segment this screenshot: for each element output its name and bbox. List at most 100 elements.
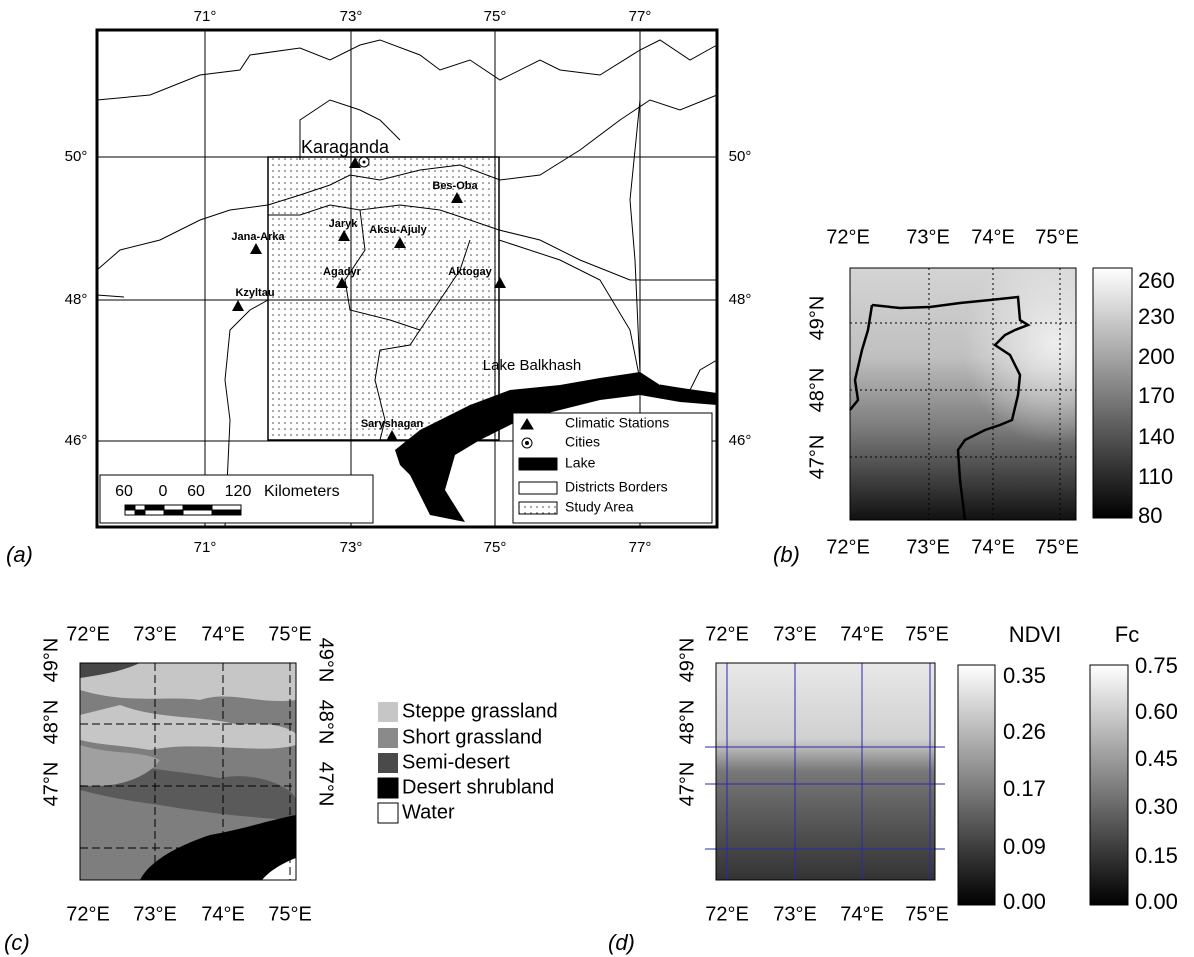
place-label: Kzyltau — [235, 287, 274, 299]
shape — [299, 99, 401, 160]
lon-label: 73° — [340, 539, 363, 556]
shape — [518, 501, 558, 515]
shape — [629, 99, 641, 373]
shape — [494, 277, 506, 288]
lon-label: 77° — [629, 8, 652, 25]
colorbar-title: Fc — [1115, 622, 1139, 647]
scale-label: 60 — [187, 483, 205, 500]
lon-label: 74°E — [971, 226, 1015, 248]
shape — [377, 802, 399, 824]
place-label: Aktogay — [448, 266, 492, 278]
lon-label: 77° — [629, 539, 652, 556]
panel-a — [95, 28, 719, 529]
city — [358, 156, 370, 168]
scale-label: 120 — [225, 483, 252, 500]
place-label: Saryshagan — [361, 418, 424, 430]
colorbar-label: 0.15 — [1135, 843, 1178, 868]
legend-label: Semi-desert — [402, 751, 510, 773]
graticule — [705, 663, 945, 880]
colorbar-label: 260 — [1138, 268, 1175, 293]
colorbar-label: 0.60 — [1135, 699, 1178, 724]
lon-label: 71° — [194, 539, 217, 556]
shape — [336, 277, 348, 288]
lat-label: 47°N — [676, 762, 698, 807]
colorbar-label: 0.09 — [1003, 834, 1046, 859]
shape — [80, 663, 140, 678]
shape — [518, 481, 558, 495]
shape — [498, 239, 641, 381]
shape — [80, 705, 296, 750]
shape — [377, 777, 399, 799]
lon-label: 75° — [484, 539, 507, 556]
lon-label: 73°E — [773, 903, 817, 925]
lat-label: 49°N — [315, 638, 337, 683]
study-area — [267, 156, 500, 441]
shape — [80, 745, 160, 786]
shape — [850, 268, 1076, 520]
panel-c — [79, 662, 399, 881]
colorbar-label: 200 — [1138, 344, 1175, 369]
place-label: Karaganda — [301, 137, 390, 157]
lat-label: 48°N — [40, 700, 62, 745]
shape — [378, 728, 398, 748]
graticule — [80, 663, 296, 880]
lon-label: 74°E — [840, 903, 884, 925]
lat-label: 49°N — [40, 638, 62, 683]
shape — [362, 160, 366, 164]
shape — [96, 94, 718, 271]
lon-label: 73°E — [133, 623, 177, 645]
colorbar-label: 80 — [1138, 503, 1162, 528]
lon-label: 74°E — [201, 903, 245, 925]
colorbar-label: 0.75 — [1135, 653, 1178, 678]
shape — [163, 509, 184, 516]
panel-d — [705, 662, 1129, 906]
lon-label: 72°E — [66, 903, 110, 925]
scale-unit: Kilometers — [264, 483, 340, 500]
colorbar-title: NDVI — [1009, 622, 1062, 647]
colorbar-label: 0.17 — [1003, 776, 1046, 801]
shape — [378, 753, 398, 773]
lon-label: 72°E — [826, 226, 870, 248]
shape — [344, 209, 471, 331]
lon-label: 71° — [194, 8, 217, 25]
lon-label: 75°E — [1035, 536, 1079, 558]
legend-label: Steppe grassland — [402, 700, 558, 722]
lon-label: 73°E — [906, 226, 950, 248]
lon-label: 74°E — [840, 623, 884, 645]
shape — [378, 702, 398, 722]
shape — [525, 441, 529, 445]
legend-label: Study Area — [565, 499, 634, 515]
lat-label: 48°N — [676, 700, 698, 745]
colorbar-label: 110 — [1138, 464, 1173, 489]
panel-b — [849, 267, 1133, 521]
shape — [232, 300, 244, 311]
shape — [80, 663, 296, 702]
legend-label: Climatic Stations — [565, 415, 669, 431]
lon-label: 74°E — [201, 623, 245, 645]
colorbar-label: 0.00 — [1003, 889, 1046, 914]
lon-label: 75°E — [1035, 226, 1079, 248]
shape — [849, 304, 874, 411]
lat-label: 48°N — [806, 368, 828, 413]
lon-label: 75°E — [905, 903, 949, 925]
panel-label: (b) — [773, 542, 800, 567]
place-label: Jana-Arka — [231, 231, 285, 243]
lat-label: 47°N — [40, 762, 62, 807]
shape — [268, 204, 717, 281]
colorbar-label: 0.35 — [1003, 663, 1046, 688]
shape — [182, 504, 213, 511]
lon-label: 75°E — [268, 903, 312, 925]
lat-label: 47°N — [315, 762, 337, 807]
shape — [518, 457, 558, 471]
scale-label: 60 — [115, 483, 133, 500]
colorbar-label: 230 — [1138, 304, 1175, 329]
place-label: Jaryk — [329, 218, 359, 230]
lat-label: 48°N — [315, 700, 337, 745]
legend-label: Water — [402, 801, 455, 823]
colorbar-label: 0.30 — [1135, 794, 1178, 819]
shape — [520, 418, 534, 430]
legend-label: Cities — [565, 434, 600, 450]
legend-label: Districts Borders — [565, 479, 668, 495]
colorbar-label: 0.45 — [1135, 746, 1178, 771]
